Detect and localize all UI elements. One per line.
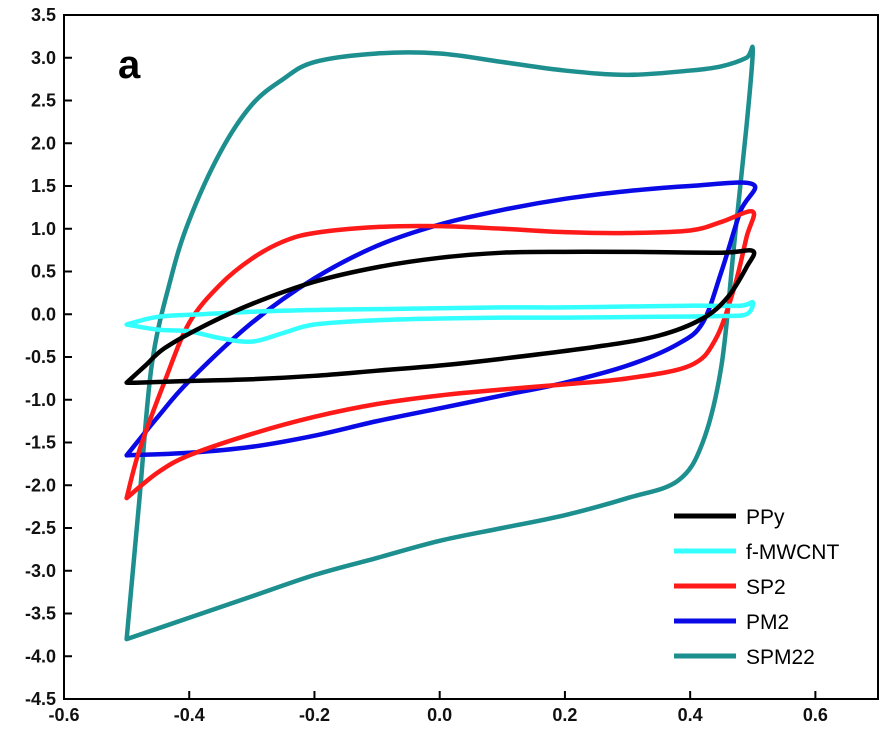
- y-axis: 3.5 3.0 2.5 2.0 1.5 1.0 0.5 0.0 -0.5 -1.0 -1.5 -2.0…: [25, 5, 72, 709]
- x-tick-label: -0.6: [48, 705, 79, 725]
- panel-label: a: [118, 43, 141, 87]
- x-tick-label: 0.4: [678, 705, 703, 725]
- series-curves: [124, 44, 758, 642]
- y-tick-label: -3.5: [25, 604, 56, 624]
- series-line-ppy: [124, 247, 757, 386]
- x-tick-label: -0.2: [299, 705, 330, 725]
- y-tick-label: -0.5: [25, 347, 56, 367]
- x-tick-label: 0.0: [427, 705, 452, 725]
- x-tick-label: 0.6: [803, 705, 828, 725]
- y-tick-label: -1.0: [25, 390, 56, 410]
- y-tick-label: -4.5: [25, 689, 56, 709]
- series-line-spm22: [124, 44, 756, 642]
- y-tick-label: -4.0: [25, 646, 56, 666]
- y-tick-label: -2.5: [25, 518, 56, 538]
- y-tick-label: 0.0: [31, 304, 56, 324]
- legend: PPy f-MWCNT SP2 PM2 SPM22: [674, 506, 839, 669]
- y-tick-label: 3.0: [31, 48, 56, 68]
- series-line-f-mwcnt: [124, 299, 756, 345]
- y-tick-label: 0.5: [31, 262, 56, 282]
- y-tick-label: 3.5: [31, 5, 56, 25]
- legend-label: SP2: [746, 576, 786, 599]
- legend-label: PPy: [746, 506, 785, 529]
- y-tick-label: -3.0: [25, 561, 56, 581]
- x-tick-label: 0.2: [552, 705, 577, 725]
- legend-label: SPM22: [746, 646, 815, 669]
- x-tick-label: -0.4: [174, 705, 205, 725]
- legend-label: PM2: [746, 611, 789, 634]
- y-tick-label: 1.5: [31, 176, 56, 196]
- series-line-sp2: [124, 209, 757, 501]
- y-tick-label: -1.5: [25, 433, 56, 453]
- y-tick-label: 2.5: [31, 91, 56, 111]
- y-tick-label: -2.0: [25, 475, 56, 495]
- legend-label: f-MWCNT: [746, 541, 839, 564]
- y-tick-label: 2.0: [31, 133, 56, 153]
- y-tick-label: 1.0: [31, 219, 56, 239]
- x-axis: -0.6 -0.4 -0.2 0.0 0.2 0.4 0.6: [48, 691, 828, 725]
